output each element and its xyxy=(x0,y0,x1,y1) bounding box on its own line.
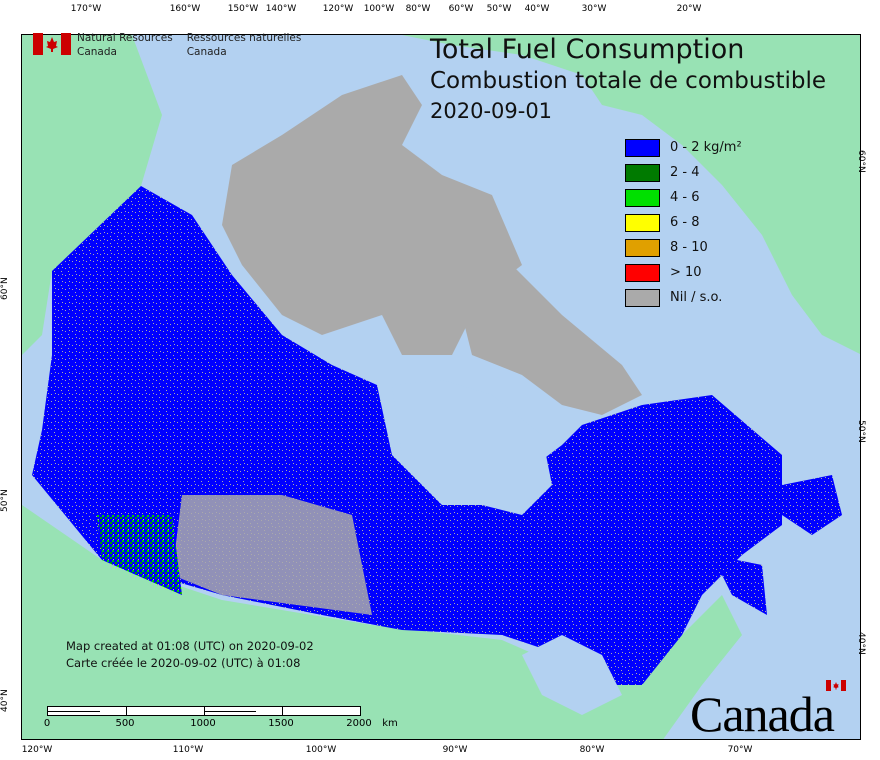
legend-item: > 10 xyxy=(625,260,742,285)
note-en: Map created at 01:08 (UTC) on 2020-09-02 xyxy=(66,639,314,653)
legend-label: > 10 xyxy=(670,265,702,280)
map-canvas xyxy=(22,35,860,739)
graticule-label-bottom: 80°W xyxy=(579,745,605,755)
canada-flag-icon xyxy=(33,33,71,55)
graticule-label-left: 60°N xyxy=(0,277,10,300)
graticule-label-top: 30°W xyxy=(581,4,607,14)
graticule-label-bottom: 70°W xyxy=(727,745,753,755)
logo-fr-line2: Canada xyxy=(186,46,227,58)
scale-unit: km xyxy=(382,718,398,729)
canada-wordmark: Canada xyxy=(690,686,835,742)
legend-item: 6 - 8 xyxy=(625,210,742,235)
legend-swatch xyxy=(625,263,660,282)
logo-fr-line1: Ressources naturelles xyxy=(186,32,302,44)
prairies-nil xyxy=(172,495,372,615)
legend-label: 6 - 8 xyxy=(670,215,700,230)
scale-label: 1000 xyxy=(190,718,216,729)
graticule-label-right: 50°N xyxy=(856,420,866,443)
legend-item: Nil / s.o. xyxy=(625,285,742,310)
creation-note: Map created at 01:08 (UTC) on 2020-09-02… xyxy=(66,638,314,672)
graticule-label-top: 120°W xyxy=(322,4,354,14)
legend-label: 0 - 2 kg/m² xyxy=(670,140,742,155)
graticule-label-top: 80°W xyxy=(405,4,431,14)
map-date: 2020-09-01 xyxy=(430,99,553,123)
great-lakes xyxy=(522,635,622,715)
graticule-label-top: 60°W xyxy=(448,4,474,14)
nova-scotia xyxy=(712,555,767,615)
note-fr: Carte créée le 2020-09-02 (UTC) à 01:08 xyxy=(66,656,301,670)
graticule-label-top: 50°W xyxy=(486,4,512,14)
legend-item: 8 - 10 xyxy=(625,235,742,260)
graticule-label-left: 50°N xyxy=(0,489,10,512)
alberta-high-consumption xyxy=(97,515,182,595)
legend-label: 4 - 6 xyxy=(670,190,700,205)
map-frame xyxy=(21,34,861,740)
graticule-label-top: 40°W xyxy=(524,4,550,14)
graticule-label-top: 170°W xyxy=(70,4,102,14)
graticule-label-top: 140°W xyxy=(265,4,297,14)
legend-swatch xyxy=(625,163,660,182)
legend-swatch xyxy=(625,238,660,257)
legend-label: 8 - 10 xyxy=(670,240,708,255)
legend-label: 2 - 4 xyxy=(670,165,700,180)
logo-en-line2: Canada xyxy=(77,46,117,58)
legend-swatch xyxy=(625,288,660,307)
graticule-label-top: 150°W xyxy=(227,4,259,14)
graticule-label-left: 40°N xyxy=(0,689,10,712)
legend: 0 - 2 kg/m² 2 - 4 4 - 6 6 - 8 8 - 10 > 10 Nil … xyxy=(625,135,742,310)
graticule-label-bottom: 90°W xyxy=(442,745,468,755)
title-fr: Combustion totale de combustible xyxy=(430,68,827,94)
title-en: Total Fuel Consumption xyxy=(430,34,745,65)
legend-swatch xyxy=(625,188,660,207)
scale-label: 1500 xyxy=(268,718,294,729)
scale-label: 0 xyxy=(43,718,51,729)
map-title: Total Fuel Consumption Combustion totale… xyxy=(430,34,826,126)
graticule-label-top: 100°W xyxy=(363,4,395,14)
newfoundland xyxy=(782,475,842,535)
logo-en-line1: Natural Resources xyxy=(77,32,173,44)
hudson-bay xyxy=(392,380,552,515)
graticule-label-bottom: 120°W xyxy=(21,745,53,755)
legend-item: 2 - 4 xyxy=(625,160,742,185)
legend-label: Nil / s.o. xyxy=(670,290,723,305)
legend-swatch xyxy=(625,213,660,232)
graticule-label-right: 60°N xyxy=(856,150,866,173)
legend-swatch xyxy=(625,138,660,157)
graticule-label-top: 160°W xyxy=(169,4,201,14)
alaska-land xyxy=(22,35,162,355)
graticule-label-bottom: 110°W xyxy=(172,745,204,755)
graticule-label-bottom: 100°W xyxy=(305,745,337,755)
legend-item: 4 - 6 xyxy=(625,185,742,210)
scale-bar xyxy=(47,706,361,716)
scale-label: 2000 xyxy=(346,718,372,729)
baffin-island xyxy=(452,265,642,415)
arctic-islands xyxy=(222,75,522,355)
scale-label: 500 xyxy=(115,718,135,729)
graticule-label-top: 20°W xyxy=(676,4,702,14)
nrcan-logo: Natural Resources Canada Ressources natur… xyxy=(33,31,301,59)
wordmark-flag-icon xyxy=(826,680,846,691)
graticule-label-right: 40°N xyxy=(856,632,866,655)
greenland-land xyxy=(402,35,860,354)
legend-item: 0 - 2 kg/m² xyxy=(625,135,742,160)
